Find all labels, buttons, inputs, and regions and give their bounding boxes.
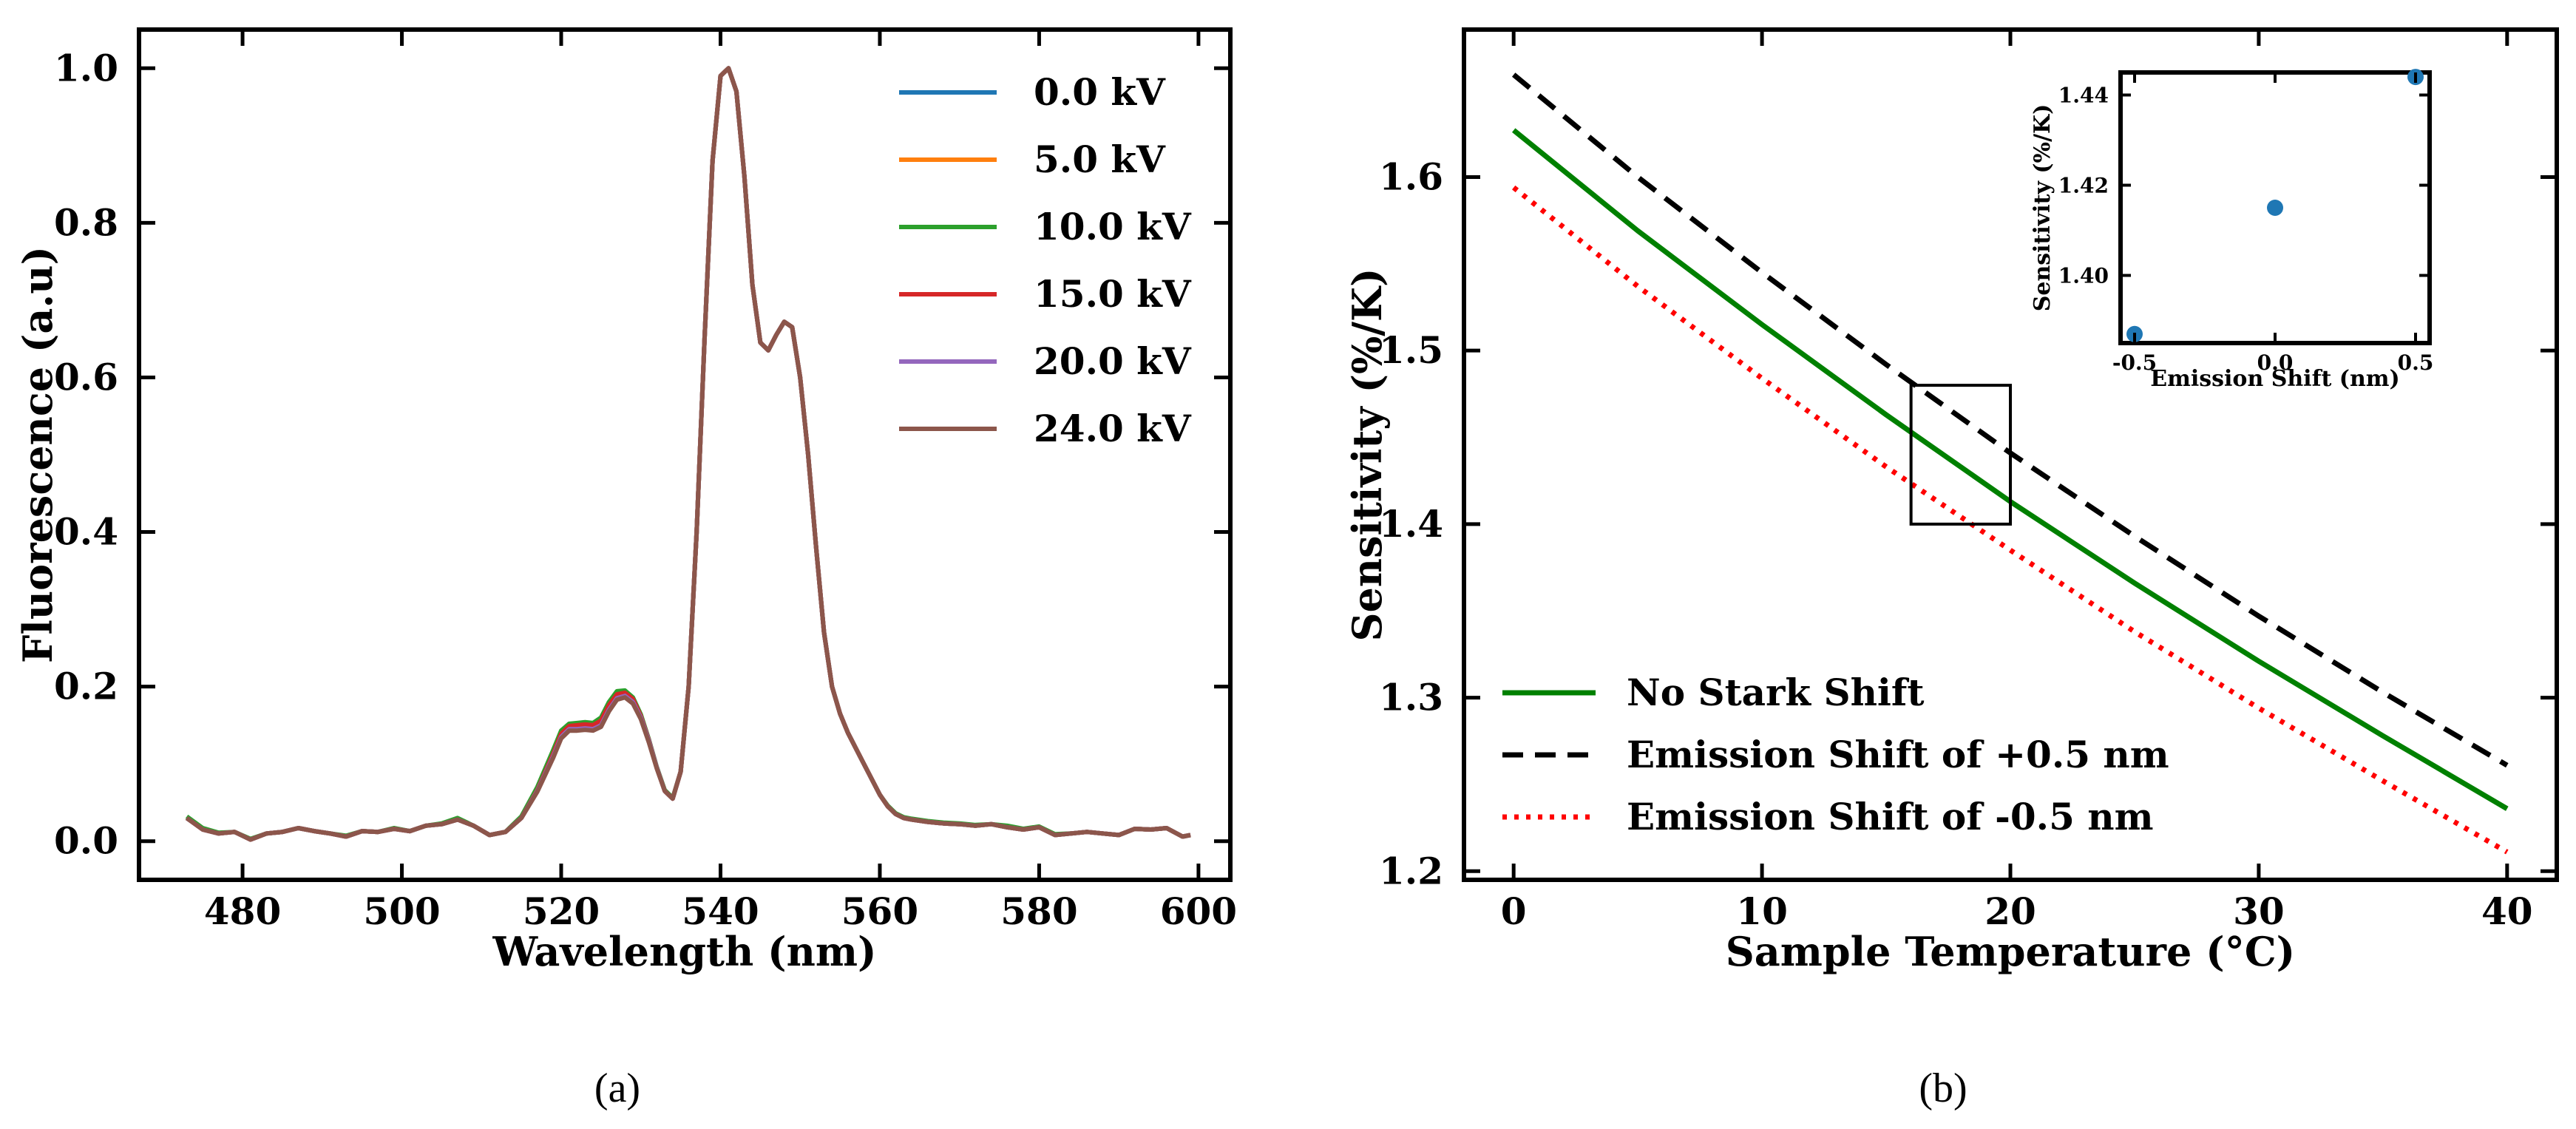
x-tick-label: 10 [1736,889,1788,933]
legend-label: 24.0 kV [1034,407,1192,450]
y-tick-label: 1.2 [1379,849,1443,892]
panel-a-x-axis-label: Wavelength (nm) [492,928,876,975]
y-tick-label: 0.8 [54,200,118,244]
panel-a-spectrum-chart: 480 500 520 540 560 580 6000.00.20.40.60.81.0 … [14,27,1237,1111]
y-tick-label: 0.0 [54,819,118,863]
y-tick-label: 0.4 [54,510,118,554]
x-tick-label: 600 [1160,889,1237,933]
x-tick-label: 0.5 [2398,350,2434,375]
panel-b-legend: No Stark Shift Emission Shift of +0.5 nm E… [1502,671,2169,838]
panel-b-inset-chart: -0.5 0.0 0.5 1.40 1.42 1.44 Emission Shift (n… [2030,69,2433,392]
y-tick-label: 1.3 [1379,676,1443,719]
series-line-dotted [1512,185,2509,855]
panel-b-x-axis-label: Sample Temperature (°C) [1726,928,2295,975]
x-tick-label: 580 [1000,889,1077,933]
panel-b-caption: (b) [1919,1065,1967,1111]
series-line-24-0-kv [185,66,1191,842]
y-tick-label: 1.40 [2058,264,2109,288]
x-tick-label: -0.5 [2112,350,2157,375]
legend-label: 0.0 kV [1034,70,1166,114]
y-tick-label: 1.44 [2058,84,2109,108]
series-line-10-0-kv [185,66,1191,841]
y-tick-label: 1.0 [54,46,118,89]
series-line-15-0-kv [185,66,1191,842]
panel-b-sensitivity-chart: 0 10 20 30 40 1.2 1.3 1.4 1.5 1.6 No Stark Shift E… [1343,27,2559,1111]
x-tick-label: 560 [841,889,918,933]
zoom-rectangle [1909,384,2013,526]
legend-label: Emission Shift of -0.5 nm [1627,795,2154,838]
inset-x-axis-label: Emission Shift (nm) [2150,366,2399,392]
legend-label: 10.0 kV [1034,205,1192,248]
x-tick-label: 500 [363,889,440,933]
y-tick-label: 1.6 [1379,155,1443,198]
legend-label: 20.0 kV [1034,339,1192,383]
y-tick-label: 0.6 [54,355,118,399]
inset-y-axis-label: Sensitivity (%/K) [2030,104,2055,312]
x-tick-label: 520 [523,889,600,933]
panel-b-y-axis-label: Sensitivity (%/K) [1343,268,1391,641]
inset-point [2267,200,2283,216]
y-tick-label: 1.4 [1379,502,1443,546]
legend-label: Emission Shift of +0.5 nm [1627,733,2169,776]
legend-label: 5.0 kV [1034,138,1166,181]
x-tick-label: 0 [1501,889,1527,933]
x-tick-label: 480 [204,889,281,933]
panel-a-legend: 0.0 kV 5.0 kV 10.0 kV 15.0 kV 20.0 kV 24.0 kV [899,70,1192,450]
legend-label: No Stark Shift [1627,671,1925,714]
series-line-20-0-kv [185,66,1191,842]
panel-a-series-lines [185,66,1191,842]
series-line-5-0-kv [185,66,1191,842]
panel-a-plot-frame [137,27,1233,882]
panel-b-zoom-box [1909,384,2013,526]
y-tick-label: 0.2 [54,665,118,708]
series-line-0-0-kv [185,66,1191,842]
x-tick-label: 20 [1984,889,2036,933]
x-tick-label: 40 [2481,889,2533,933]
x-tick-label: 540 [682,889,759,933]
y-tick-label: 1.5 [1379,328,1443,372]
legend-label: 15.0 kV [1034,272,1192,316]
x-tick-label: 0.0 [2257,350,2294,375]
y-tick-label: 1.42 [2058,174,2109,198]
x-tick-label: 30 [2233,889,2285,933]
panel-a-caption: (a) [594,1065,640,1111]
panel-a-y-axis-label: Fluorescence (a.u) [14,246,61,663]
